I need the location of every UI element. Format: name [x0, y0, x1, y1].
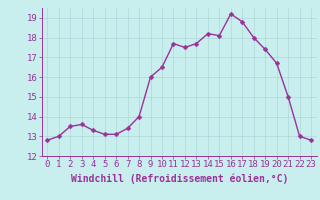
X-axis label: Windchill (Refroidissement éolien,°C): Windchill (Refroidissement éolien,°C)	[70, 173, 288, 184]
